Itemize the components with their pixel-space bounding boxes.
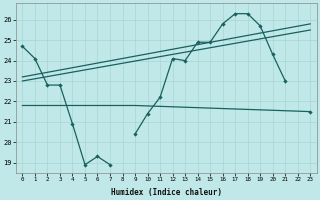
X-axis label: Humidex (Indice chaleur): Humidex (Indice chaleur): [111, 188, 222, 197]
